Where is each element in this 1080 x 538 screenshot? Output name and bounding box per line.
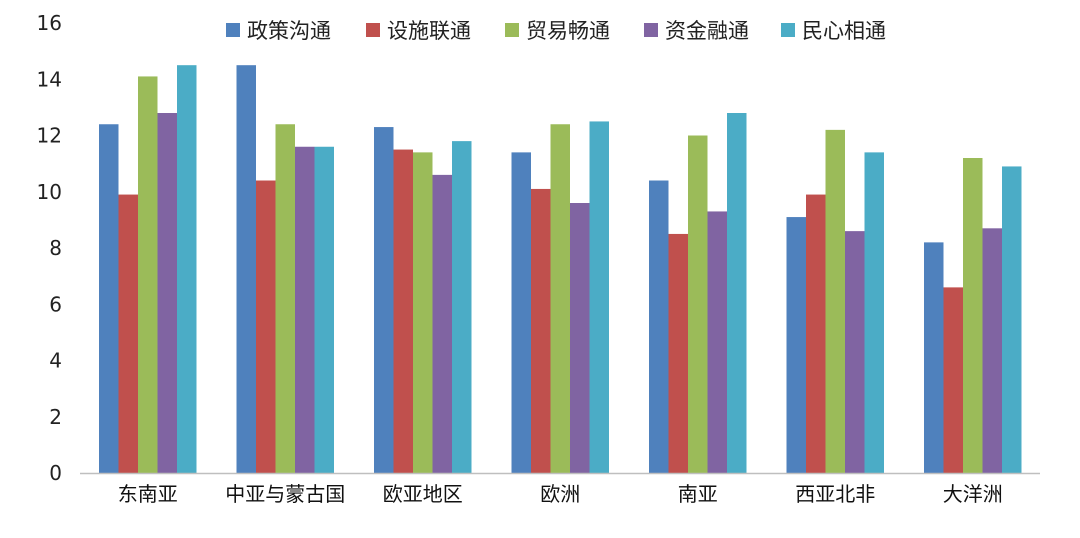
bar-6-2 bbox=[806, 194, 826, 473]
bar-7-4 bbox=[982, 228, 1002, 473]
bar-4-5 bbox=[589, 121, 609, 473]
y-tick-label: 0 bbox=[49, 461, 62, 485]
y-tick-label: 14 bbox=[37, 67, 62, 91]
bar-2-1 bbox=[236, 65, 256, 473]
y-tick-label: 8 bbox=[49, 236, 62, 260]
bar-3-2 bbox=[393, 149, 413, 473]
bar-6-3 bbox=[825, 129, 845, 473]
y-tick-label: 4 bbox=[49, 349, 62, 373]
bar-3-5 bbox=[452, 141, 472, 473]
bar-7-3 bbox=[963, 158, 983, 473]
legend-label: 民心相通 bbox=[802, 19, 886, 43]
y-tick-label: 10 bbox=[37, 180, 62, 204]
bar-4-4 bbox=[570, 203, 590, 473]
bar-5-3 bbox=[688, 135, 708, 473]
x-tick-label: 西亚北非 bbox=[795, 482, 875, 506]
bar-6-1 bbox=[786, 217, 806, 473]
y-tick-label: 6 bbox=[49, 292, 62, 316]
bar-1-5 bbox=[177, 65, 197, 473]
bar-3-3 bbox=[413, 152, 433, 473]
bar-2-3 bbox=[275, 124, 295, 473]
bar-2-2 bbox=[256, 180, 276, 473]
bar-5-4 bbox=[707, 211, 727, 473]
legend-label: 设施联通 bbox=[387, 19, 471, 43]
bar-1-3 bbox=[138, 76, 158, 473]
bar-5-2 bbox=[668, 233, 688, 473]
legend-swatch bbox=[505, 23, 519, 37]
legend-label: 资金融通 bbox=[665, 19, 749, 43]
bar-series-group bbox=[99, 65, 1022, 473]
legend-swatch bbox=[644, 23, 658, 37]
x-tick-label: 欧洲 bbox=[540, 482, 580, 506]
bar-4-1 bbox=[511, 152, 531, 473]
category-labels: 东南亚 中亚与蒙古国 欧亚地区 欧洲 南亚 西亚北非 大洋洲 bbox=[118, 482, 1003, 506]
bar-2-5 bbox=[314, 146, 334, 473]
bar-3-4 bbox=[432, 174, 452, 473]
legend-label: 贸易畅通 bbox=[526, 19, 610, 43]
bar-7-1 bbox=[924, 242, 944, 473]
y-tick-label: 2 bbox=[49, 405, 62, 429]
bar-5-1 bbox=[649, 180, 669, 473]
legend-swatch bbox=[781, 23, 795, 37]
bar-1-4 bbox=[157, 113, 177, 473]
legend-swatch bbox=[366, 23, 380, 37]
x-tick-label: 中亚与蒙古国 bbox=[225, 482, 345, 506]
bar-4-3 bbox=[550, 124, 570, 473]
x-tick-label: 南亚 bbox=[678, 482, 718, 506]
legend-label: 政策沟通 bbox=[247, 19, 331, 43]
bar-5-5 bbox=[727, 113, 747, 473]
bar-6-4 bbox=[845, 231, 865, 473]
bar-7-5 bbox=[1002, 166, 1022, 473]
bar-2-4 bbox=[295, 146, 315, 473]
x-tick-label: 大洋洲 bbox=[943, 482, 1003, 506]
bar-6-5 bbox=[864, 152, 884, 473]
bar-4-2 bbox=[531, 188, 551, 473]
x-tick-label: 欧亚地区 bbox=[383, 482, 463, 506]
legend-swatch bbox=[226, 23, 240, 37]
y-axis-ticks: 0 2 4 6 8 10 12 14 16 bbox=[37, 11, 62, 485]
bar-1-2 bbox=[118, 194, 138, 473]
bar-3-1 bbox=[374, 127, 394, 473]
x-tick-label: 东南亚 bbox=[118, 482, 178, 506]
legend: 政策沟通 设施联通 贸易畅通 资金融通 民心相通 bbox=[226, 19, 886, 43]
y-tick-label: 12 bbox=[37, 124, 62, 148]
y-tick-label: 16 bbox=[37, 11, 62, 35]
bar-1-1 bbox=[99, 124, 119, 473]
bar-7-2 bbox=[943, 287, 963, 473]
